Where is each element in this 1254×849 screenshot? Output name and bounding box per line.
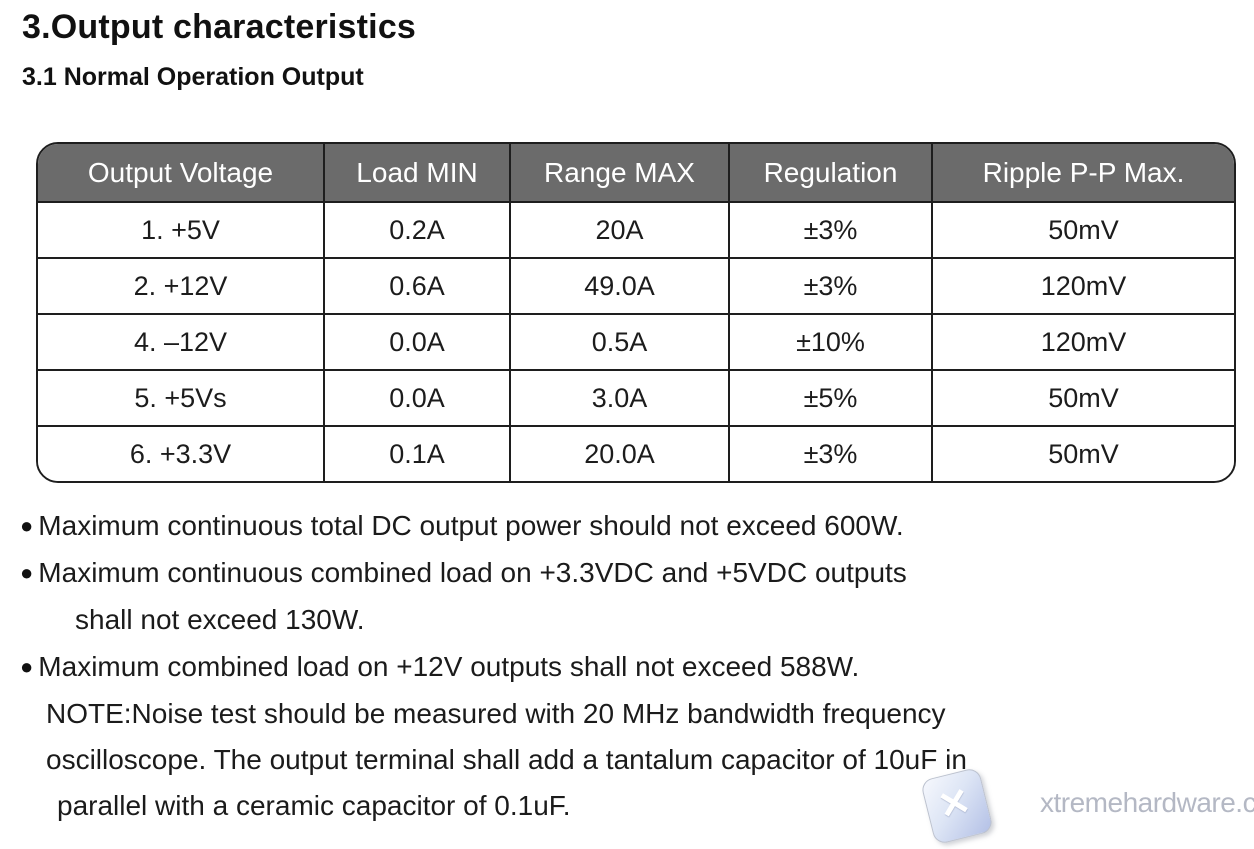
table-cell: 50mV [931, 202, 1234, 258]
note-text: Maximum combined load on +12V outputs sh… [38, 651, 860, 682]
watermark: ✕ xtremehardware.com [905, 765, 1254, 849]
note-bullet-line: ● Maximum continuous total DC output pow… [20, 509, 904, 543]
bullet-icon: ● [20, 654, 34, 679]
subsection-heading: 3.1 Normal Operation Output [22, 63, 364, 91]
table-cell: 1. +5V [38, 202, 324, 258]
table-cell: 0.6A [323, 257, 510, 314]
table-row: 4. –12V 0.0A 0.5A ±10% 120mV [38, 313, 1234, 370]
column-header-load-min: Load MIN [323, 144, 510, 203]
table-cell: 4. –12V [38, 313, 324, 370]
note-continuation-line: NOTE:Noise test should be measured with … [46, 697, 946, 731]
section-heading: 3.Output characteristics [22, 8, 417, 46]
table-cell: 49.0A [509, 257, 729, 314]
table-cell: 120mV [931, 257, 1234, 314]
table-cell: 20A [509, 202, 729, 258]
note-text: oscilloscope. The output terminal shall … [46, 744, 967, 775]
table-cell: ±5% [728, 369, 932, 426]
table-header-row: Output Voltage Load MIN Range MAX Regula… [38, 144, 1234, 203]
note-text: shall not exceed 130W. [75, 604, 365, 635]
table-cell: 120mV [931, 313, 1234, 370]
column-header-output-voltage: Output Voltage [38, 144, 324, 203]
table-cell: ±3% [728, 425, 932, 481]
table-row: 1. +5V 0.2A 20A ±3% 50mV [38, 202, 1234, 258]
note-text: Maximum continuous total DC output power… [38, 510, 904, 541]
table-cell: 20.0A [509, 425, 729, 481]
column-header-range-max: Range MAX [509, 144, 729, 203]
note-continuation-line: parallel with a ceramic capacitor of 0.1… [57, 789, 571, 823]
xtremehardware-x-icon: ✕ [919, 766, 995, 846]
output-spec-table: Output Voltage Load MIN Range MAX Regula… [36, 142, 1236, 483]
column-header-regulation: Regulation [728, 144, 932, 203]
bullet-icon: ● [20, 560, 34, 585]
note-text: NOTE:Noise test should be measured with … [46, 698, 946, 729]
table-cell: ±10% [728, 313, 932, 370]
table-row: 6. +3.3V 0.1A 20.0A ±3% 50mV [38, 425, 1234, 481]
table-cell: 0.0A [323, 313, 510, 370]
table-cell: 0.2A [323, 202, 510, 258]
bullet-icon: ● [20, 513, 34, 538]
note-bullet-line: ● Maximum continuous combined load on +3… [20, 556, 907, 590]
column-header-ripple: Ripple P-P Max. [931, 144, 1234, 203]
table-cell: 0.5A [509, 313, 729, 370]
table-cell: ±3% [728, 202, 932, 258]
table-cell: 0.1A [323, 425, 510, 481]
table-cell: 3.0A [509, 369, 729, 426]
note-text: Maximum continuous combined load on +3.3… [38, 557, 907, 588]
note-continuation-line: oscilloscope. The output terminal shall … [46, 743, 967, 777]
table-cell: 50mV [931, 369, 1234, 426]
table-cell: 0.0A [323, 369, 510, 426]
table-cell: 6. +3.3V [38, 425, 324, 481]
note-bullet-line: ● Maximum combined load on +12V outputs … [20, 650, 859, 684]
table-cell: 5. +5Vs [38, 369, 324, 426]
table-cell: 50mV [931, 425, 1234, 481]
table-row: 5. +5Vs 0.0A 3.0A ±5% 50mV [38, 369, 1234, 426]
note-text: parallel with a ceramic capacitor of 0.1… [57, 790, 571, 821]
note-continuation-line: shall not exceed 130W. [75, 603, 365, 637]
table-cell: 2. +12V [38, 257, 324, 314]
x-glyph: ✕ [933, 779, 975, 829]
watermark-text: xtremehardware.com [1040, 787, 1254, 818]
table-row: 2. +12V 0.6A 49.0A ±3% 120mV [38, 257, 1234, 314]
table-cell: ±3% [728, 257, 932, 314]
